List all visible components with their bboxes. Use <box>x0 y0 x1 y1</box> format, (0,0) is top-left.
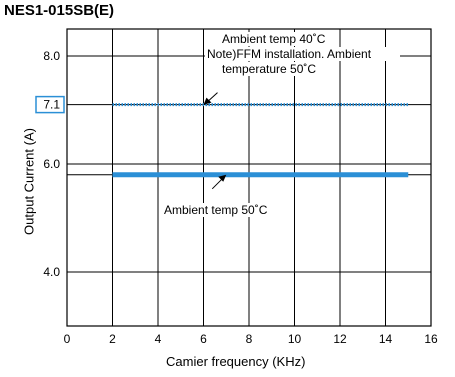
x-tick-label-6: 6 <box>200 332 207 346</box>
x-axis-label: Camier frequency (KHz) <box>166 354 306 369</box>
x-tick-label-8: 8 <box>246 332 253 346</box>
y-tick-highlight-box <box>35 95 65 114</box>
annotation-2-arrowhead <box>218 174 227 182</box>
y-tick-label-4.0: 4.0 <box>43 265 60 279</box>
x-tick-label-10: 10 <box>288 332 302 346</box>
annotation-2-bg <box>161 203 275 217</box>
x-tick-label-0: 0 <box>64 332 71 346</box>
annotation-1-line-3: temperature 50˚C <box>222 62 316 76</box>
plot-frame <box>66 28 432 327</box>
y-tick-label-8.0: 8.0 <box>43 49 60 63</box>
chart-title: NES1-015SB(E) <box>4 2 115 19</box>
y-tick-label-6.0: 6.0 <box>43 157 60 171</box>
annotation-1-bg-2 <box>220 62 327 76</box>
x-tick-label-4: 4 <box>155 332 162 346</box>
annotation-1-arrowhead <box>203 97 212 105</box>
x-tick-label-2: 2 <box>109 332 116 346</box>
annotation-1-line-2: Note)FFM installation. Ambient <box>207 47 372 61</box>
x-tick-label-14: 14 <box>379 332 393 346</box>
annotation-2-line-1: Ambient temp 50˚C <box>164 203 268 217</box>
annotation-1-line-1: Ambient temp 40˚C <box>222 32 326 46</box>
annotation-1-bg-1 <box>205 47 400 61</box>
x-tick-label-12: 12 <box>333 332 347 346</box>
annotation-1-bg-0 <box>220 32 334 46</box>
x-tick-label-16: 16 <box>424 332 438 346</box>
y-tick-label-7.1: 7.1 <box>43 98 60 112</box>
